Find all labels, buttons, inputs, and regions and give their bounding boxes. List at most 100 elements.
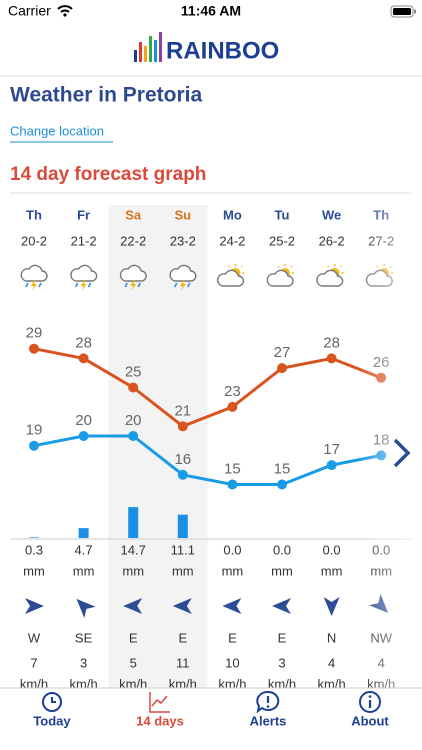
wind-direction: SE	[75, 630, 93, 645]
wind-direction: W	[28, 630, 41, 645]
wind-arrow	[25, 598, 44, 614]
tab-icon[interactable]	[256, 690, 280, 714]
rain-value: 0.0	[273, 542, 291, 557]
battery-level	[393, 8, 411, 15]
tab-label[interactable]: Today	[33, 713, 71, 728]
weather-icon	[317, 264, 344, 286]
wind-speed: 4	[328, 655, 335, 670]
temperature-point	[128, 431, 139, 441]
logo-text: RAINBOO	[166, 37, 279, 64]
weather-icon	[71, 265, 97, 291]
day-name: Sa	[125, 207, 142, 222]
rain-unit: mm	[172, 563, 194, 578]
tabs: Today 14 days Alerts About	[33, 690, 389, 728]
temperature-line	[33, 347, 382, 429]
clock: 11:46 AM	[181, 3, 241, 19]
rain-unit: mm	[122, 563, 144, 578]
day-date: 23-2	[170, 233, 196, 248]
tab-bar	[0, 688, 422, 750]
temperature-label: 28	[323, 334, 340, 351]
rain-unit: mm	[73, 563, 95, 578]
wifi-icon	[57, 5, 73, 13]
day-name: Th	[26, 207, 42, 222]
wind-arrow	[272, 598, 291, 614]
day-name: Su	[174, 207, 191, 222]
temperature-label: 15	[274, 460, 291, 477]
temperature-point	[326, 460, 337, 471]
weather-icon	[267, 264, 294, 286]
temperature-label: 16	[174, 451, 191, 468]
temperature-point	[177, 421, 188, 432]
rain-value: 0.0	[223, 542, 241, 557]
rain-value: 11.1	[171, 542, 195, 557]
temperature-label: 19	[26, 422, 43, 439]
day-date: 22-2	[120, 233, 146, 248]
wind-direction: E	[178, 630, 187, 645]
tab-icon[interactable]	[149, 692, 170, 713]
temperature-label: 15	[224, 460, 241, 477]
wind-arrow	[222, 598, 242, 614]
tab-icon[interactable]	[359, 691, 381, 713]
temperature-label: 21	[174, 402, 191, 419]
logo-bars	[134, 32, 162, 62]
wind-speed: 10	[225, 655, 239, 670]
rain-unit: mm	[222, 563, 244, 578]
rain-value: 0.3	[25, 542, 43, 557]
rain-unit: mm	[271, 563, 293, 578]
temperature-point	[128, 382, 139, 393]
change-location-link[interactable]: Change location	[10, 123, 104, 138]
day-name: We	[322, 207, 341, 222]
day-date: 20-2	[21, 233, 47, 248]
temperature-point	[227, 479, 238, 490]
wind-speed: 5	[130, 655, 137, 670]
temperature-label: 17	[323, 441, 340, 458]
battery-tip	[414, 9, 416, 14]
wind-direction: E	[228, 630, 237, 645]
weather-icon	[218, 264, 245, 286]
temperature-point	[277, 363, 287, 374]
wifi-dot	[63, 13, 67, 17]
rain-unit: mm	[23, 563, 45, 578]
temperature-label: 23	[224, 383, 241, 400]
wind-speed: 7	[30, 655, 37, 670]
tab-label[interactable]: About	[351, 713, 389, 728]
temperature-point	[326, 353, 337, 364]
rain-bar	[128, 507, 139, 538]
temperature-line	[33, 434, 382, 486]
tab-icon[interactable]	[42, 692, 62, 712]
temperature-label: 29	[26, 325, 43, 342]
rain-value: 0.0	[323, 542, 341, 557]
temperature-label: 28	[75, 334, 92, 351]
tab-label[interactable]: 14 days	[136, 713, 184, 728]
rain-value: 14.7	[121, 542, 146, 557]
wind-direction: N	[327, 630, 336, 645]
section-title: 14 day forecast graph	[10, 164, 206, 185]
rain-bar	[177, 514, 188, 538]
weather-icon	[21, 265, 47, 291]
wind-speed: 3	[278, 655, 285, 670]
day-name: Fr	[77, 207, 90, 222]
temperature-label: 20	[125, 412, 142, 429]
forecast-columns: Th20-20.3mmW7km/hFr21-24.7mmSE3km/hSa22-…	[20, 205, 395, 691]
wind-direction: E	[278, 630, 287, 645]
rain-value: 4.7	[75, 542, 93, 557]
forecast-graph: 29282521232728261920201615151718	[26, 325, 390, 538]
temperature-point	[277, 479, 287, 490]
temperature-point	[29, 343, 39, 354]
next-arrow[interactable]	[393, 438, 411, 468]
temperature-label: 20	[75, 412, 92, 429]
rain-bar	[78, 528, 89, 538]
rain-unit: mm	[321, 563, 343, 578]
day-date: 24-2	[219, 233, 245, 248]
wind-arrow	[70, 593, 96, 619]
temperature-point	[78, 353, 89, 364]
wind-direction: E	[129, 630, 138, 645]
day-name: Mo	[223, 207, 242, 222]
temperature-point	[177, 469, 188, 480]
wind-speed: 11	[176, 655, 190, 670]
temperature-label: 25	[125, 363, 142, 380]
tab-label[interactable]: Alerts	[250, 713, 287, 728]
day-name: Tu	[275, 207, 290, 222]
